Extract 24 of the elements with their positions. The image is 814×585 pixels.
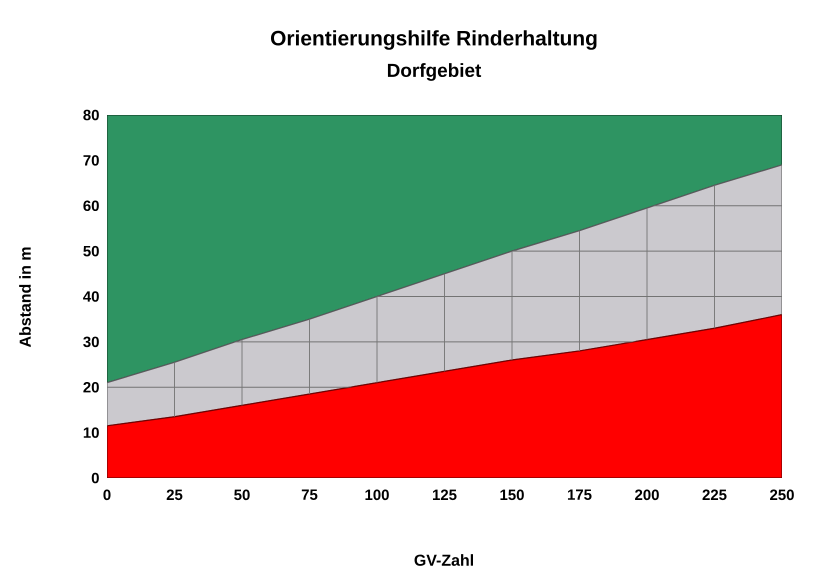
- y-tick-label: 60: [83, 200, 99, 212]
- y-tick-label: 30: [83, 336, 99, 348]
- x-tick-label: 250: [770, 490, 794, 500]
- x-axis-title: GV-Zahl: [414, 554, 473, 566]
- x-tick-label: 175: [568, 490, 592, 500]
- y-tick-label: 50: [83, 246, 99, 256]
- x-tick-label: 125: [432, 490, 457, 500]
- y-tick-label: 40: [83, 291, 99, 302]
- y-tick-label: 0: [92, 472, 99, 484]
- x-tick-label: 200: [635, 490, 659, 500]
- y-tick-label: 70: [84, 155, 99, 166]
- y-tick-label: 10: [84, 427, 99, 438]
- y-tick-label: 80: [83, 110, 99, 120]
- x-tick-label: 25: [166, 490, 182, 500]
- x-tick-label: 0: [103, 490, 111, 500]
- y-axis-title: Abstand in m: [19, 248, 31, 348]
- y-tick-label: 20: [83, 382, 99, 393]
- x-tick-label: 150: [500, 490, 524, 500]
- chart-title: Orientierungshilfe Rinderhaltung: [270, 30, 596, 50]
- x-tick-label: 50: [234, 490, 250, 500]
- x-tick-label: 100: [365, 490, 389, 500]
- chart-subtitle: Dorfgebiet: [388, 63, 482, 81]
- x-tick-label: 225: [702, 490, 727, 500]
- x-tick-label: 75: [302, 490, 318, 500]
